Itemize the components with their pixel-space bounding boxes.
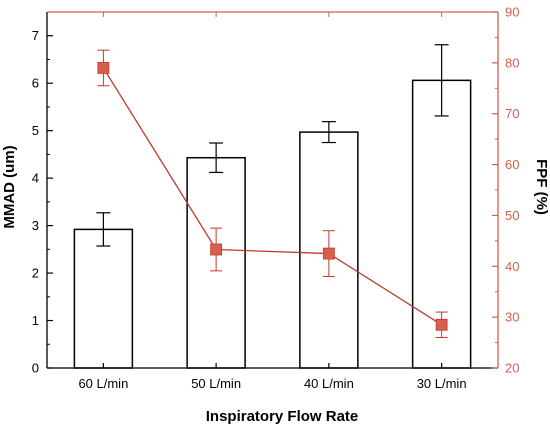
y-axis-left-title: MMAD (um) [1, 145, 18, 228]
y-axis-right-title: FPF (%) [533, 159, 550, 215]
x-tick-label: 40 L/min [304, 376, 354, 391]
y-right-tick-label: 50 [505, 208, 519, 223]
mmad-bar [73, 228, 134, 369]
y-left-tick-label: 0 [32, 361, 39, 376]
fpf-line [102, 67, 442, 326]
y-right-tick-label: 20 [505, 361, 519, 376]
y-left-tick-label: 2 [32, 266, 39, 281]
axes-layer [46, 11, 499, 369]
fpf-marker [97, 62, 110, 74]
x-tick-label: 50 L/min [191, 376, 241, 391]
y-left-tick-label: 5 [32, 123, 39, 138]
y-right-tick-label: 60 [505, 157, 519, 172]
y-right-tick-label: 40 [505, 259, 519, 274]
y-right-tick-label: 70 [505, 106, 519, 121]
x-axis-title: Inspiratory Flow Rate [206, 408, 359, 425]
y-right-tick-label: 80 [505, 55, 519, 70]
fpf-marker [435, 318, 448, 331]
y-left-tick-label: 7 [32, 28, 39, 43]
fpf-marker [322, 247, 335, 260]
x-tick-label: 30 L/min [417, 376, 467, 391]
y-right-tick-label: 90 [505, 5, 519, 20]
y-left-tick-label: 1 [32, 313, 39, 328]
x-tick-label: 60 L/min [78, 376, 128, 391]
y-left-tick-label: 3 [32, 218, 39, 233]
fpf-line-layer [97, 49, 448, 338]
y-left-tick-label: 4 [32, 171, 39, 186]
bars-layer [73, 44, 472, 369]
fpf-marker [210, 243, 223, 256]
y-left-tick-label: 6 [32, 76, 39, 91]
y-right-tick-label: 30 [505, 310, 519, 325]
labels-layer: 0 1 2 3 4 5 6 7 20 30 40 50 60 70 80 90 60 L/min 50 L/min… [32, 5, 520, 392]
